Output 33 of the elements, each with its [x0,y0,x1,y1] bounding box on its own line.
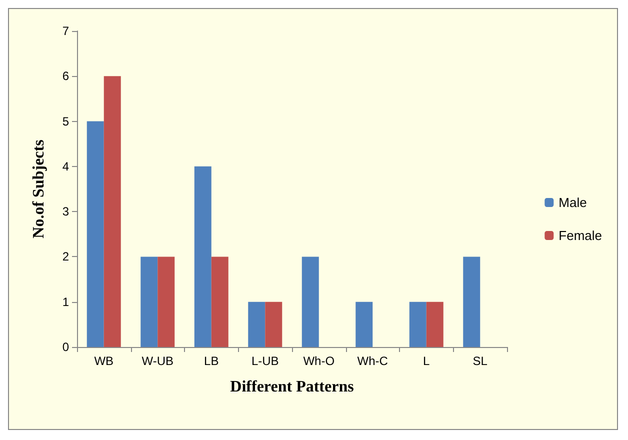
x-tick-label: SL [472,354,488,368]
x-tick-label: LB [204,354,219,368]
y-axis-title: No.of Subjects [30,140,48,238]
bar [302,256,319,347]
y-tick-label: 1 [62,294,70,309]
bar [426,302,444,347]
bar [158,256,175,347]
bar [248,302,266,347]
y-tick-label: 3 [62,204,70,219]
legend-label: Male [558,195,587,210]
x-tick-label: L-UB [251,354,279,368]
bar [104,76,121,347]
x-axis-title: Different Patterns [230,378,354,396]
x-tick-label: W-UB [142,354,174,368]
y-tick-label: 0 [62,340,70,354]
x-tick-label: WB [94,354,114,368]
x-tick-label: Wh-C [357,354,388,368]
x-tick-label: Wh-O [303,354,335,368]
y-tick-label: 2 [62,250,70,264]
bar [86,121,104,347]
y-tick-label: 6 [62,69,70,84]
bar [463,256,480,347]
x-tick-label: L [423,354,430,368]
y-tick-label: 7 [62,24,70,38]
y-tick-label: 4 [62,159,70,174]
bar [140,256,158,347]
legend-label: Female [558,228,602,243]
y-tick-label: 5 [62,114,70,128]
bar [409,302,426,347]
bar [211,256,228,347]
bar [194,166,212,347]
bar [265,302,282,347]
bar [356,302,373,347]
